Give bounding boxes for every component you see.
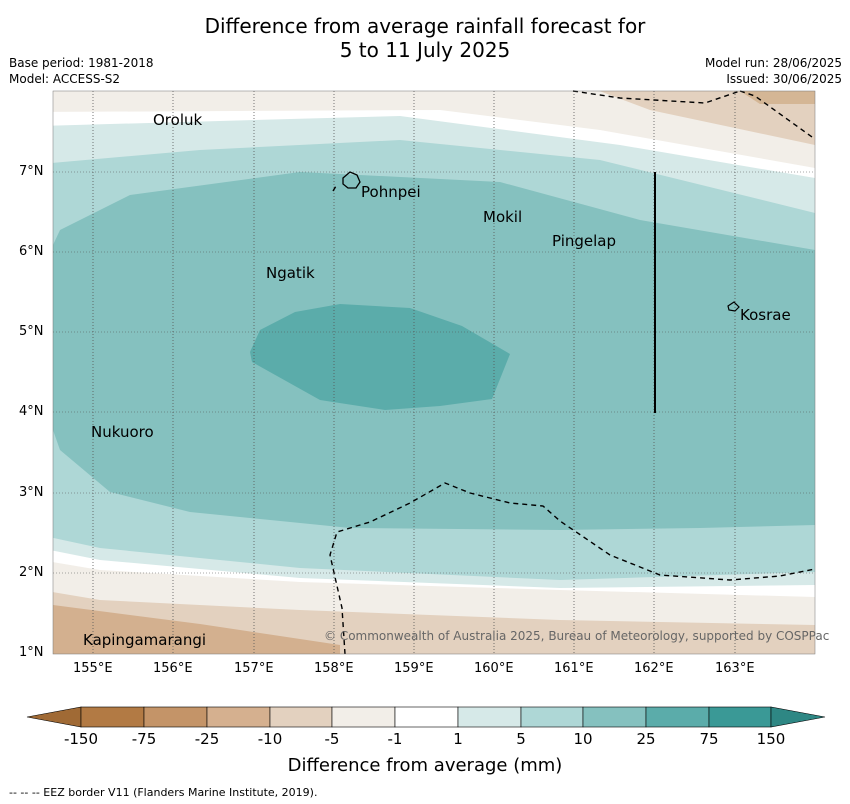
place-label-ngatik: Ngatik — [266, 264, 315, 282]
lon-tick-label: 155°E — [73, 661, 113, 676]
colorbar-label: -10 — [257, 730, 283, 748]
colorbar-label: -5 — [324, 730, 340, 748]
colorbar-swatch — [645, 706, 710, 728]
colorbar-swatch — [457, 706, 522, 728]
eez-border-pohnpei — [332, 185, 337, 192]
issued-date: Issued: 30/06/2025 — [726, 72, 842, 86]
colorbar-label: 5 — [516, 730, 526, 748]
colorbar-swatch — [269, 706, 333, 728]
copyright-notice: © Commonwealth of Australia 2025, Bureau… — [324, 629, 830, 643]
colorbar-swatch — [708, 706, 772, 728]
eez-border-south — [329, 482, 816, 655]
colorbar-swatch — [394, 706, 459, 728]
place-label-mokil: Mokil — [483, 208, 523, 226]
lon-tick-label: 160°E — [474, 661, 514, 676]
lat-tick-label: 3°N — [19, 485, 44, 500]
eez-border-north — [572, 90, 813, 138]
lon-tick-label: 161°E — [554, 661, 594, 676]
colorbar-label: -1 — [387, 730, 403, 748]
lon-tick-label: 156°E — [153, 661, 193, 676]
eez-footnote: -- -- -- EEZ border V11 (Flanders Marine… — [9, 786, 318, 799]
lon-tick-label: 158°E — [314, 661, 354, 676]
contour-band--25-ne — [740, 91, 815, 104]
pohnpei-island — [342, 171, 361, 189]
colorbar-swatch — [582, 706, 647, 728]
colorbar-extend-right — [770, 706, 826, 728]
colorbar-swatch — [206, 706, 271, 728]
rainfall-map — [26, 90, 826, 728]
model-run: Model run: 28/06/2025 — [704, 56, 842, 70]
contour-band--25 — [53, 605, 340, 654]
title-line-2: 5 to 11 July 2025 — [339, 38, 511, 62]
lat-tick-label: 2°N — [19, 565, 44, 580]
map-frame — [52, 90, 816, 655]
eez-borders — [329, 90, 816, 655]
colorbar-title: Difference from average (mm) — [287, 755, 563, 776]
lat-tick-label: 7°N — [19, 164, 44, 179]
base-period: Base period: 1981-2018 — [9, 56, 154, 70]
title-line-1: Difference from average rainfall forecas… — [204, 14, 646, 38]
model-name: Model: ACCESS-S2 — [9, 72, 121, 86]
lat-tick-label: 6°N — [19, 244, 44, 259]
lat-gridlines — [53, 171, 815, 574]
colorbar-label: -150 — [63, 730, 99, 748]
contour-band-25 — [250, 304, 510, 410]
kosrae-island — [727, 301, 740, 312]
lat-tick-label: 5°N — [19, 324, 44, 339]
lon-tick-label: 163°E — [715, 661, 755, 676]
lat-tick-label: 4°N — [19, 404, 44, 419]
lat-tick-label: 1°N — [19, 645, 44, 660]
colorbar-label: 10 — [573, 730, 593, 748]
colorbar-label: -25 — [194, 730, 220, 748]
colorbar-swatch — [520, 706, 584, 728]
lon-tick-label: 159°E — [394, 661, 434, 676]
colorbar-swatch — [331, 706, 396, 728]
lon-tick-label: 157°E — [234, 661, 274, 676]
colorbar — [26, 706, 826, 728]
colorbar-extend-left — [26, 706, 82, 728]
colorbar-swatch — [143, 706, 208, 728]
colorbar-label: 75 — [699, 730, 719, 748]
colorbar-label: 1 — [453, 730, 463, 748]
place-label-pohnpei: Pohnpei — [361, 183, 421, 201]
place-label-kapingamarangi: Kapingamarangi — [83, 631, 207, 649]
place-label-nukuoro: Nukuoro — [91, 423, 154, 441]
place-label-pingelap: Pingelap — [552, 232, 617, 250]
place-label-oroluk: Oroluk — [153, 111, 203, 129]
place-label-kosrae: Kosrae — [740, 306, 791, 324]
lon-tick-label: 162°E — [634, 661, 674, 676]
colorbar-label: 150 — [756, 730, 786, 748]
colorbar-label: -75 — [131, 730, 157, 748]
colorbar-swatch — [80, 706, 145, 728]
colorbar-label: 25 — [636, 730, 656, 748]
